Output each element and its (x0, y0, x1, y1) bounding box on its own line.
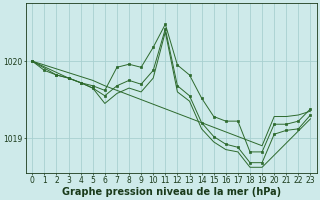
X-axis label: Graphe pression niveau de la mer (hPa): Graphe pression niveau de la mer (hPa) (62, 187, 281, 197)
